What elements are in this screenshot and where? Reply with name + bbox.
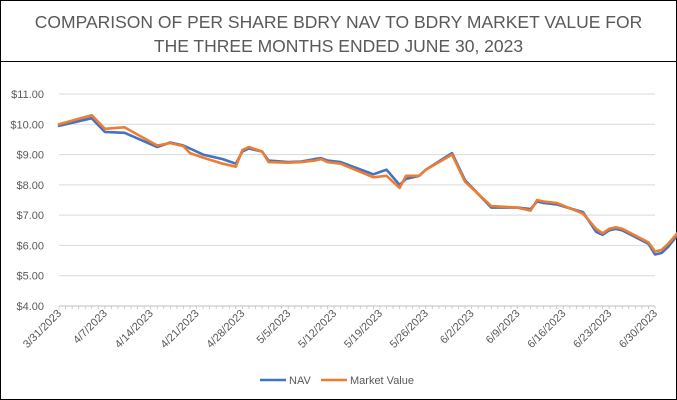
y-tick-label: $11.00 <box>11 89 44 101</box>
x-tick-label: 4/7/2023 <box>71 308 110 347</box>
y-tick-label: $4.00 <box>16 301 44 313</box>
x-tick-label: 6/16/2023 <box>525 308 568 351</box>
x-tick-label: 4/28/2023 <box>204 308 247 351</box>
y-tick-label: $10.00 <box>10 119 44 131</box>
series-line-market-value <box>57 113 677 253</box>
y-axis: $4.00 $5.00 $6.00 $7.00 $8.00 $9.00 $10.00 $11.… <box>10 89 44 313</box>
x-tick-label: 5/12/2023 <box>296 308 339 351</box>
y-tick-label: $8.00 <box>16 180 44 192</box>
x-axis: 3/31/2023 4/7/2023 4/14/2023 4/21/2023 4/28/… <box>21 305 660 351</box>
x-tick-label: 5/19/2023 <box>342 308 385 351</box>
x-tick-label: 5/26/2023 <box>388 308 431 351</box>
y-tick-label: $7.00 <box>16 210 44 222</box>
chart-title-line-1: COMPARISON OF PER SHARE BDRY NAV TO BDRY… <box>34 12 643 32</box>
y-tick-label: $6.00 <box>16 240 44 252</box>
chart-title-line-2: THE THREE MONTHS ENDED JUNE 30, 2023 <box>153 36 524 56</box>
series-line-nav <box>57 116 677 256</box>
y-tick-label: $5.00 <box>16 271 44 283</box>
y-tick-label: $9.00 <box>16 150 44 162</box>
legend: NAV Market Value <box>260 375 414 387</box>
x-tick-label: 6/23/2023 <box>571 308 614 351</box>
x-tick-label: 6/30/2023 <box>617 308 660 351</box>
x-tick-label: 4/21/2023 <box>159 308 202 351</box>
x-tick-label: 6/9/2023 <box>484 308 523 347</box>
legend-label: NAV <box>289 375 311 387</box>
x-tick-label: 5/5/2023 <box>255 308 294 347</box>
series-lines <box>57 113 677 256</box>
gridlines <box>59 93 655 307</box>
x-tick-label: 6/2/2023 <box>438 308 477 347</box>
chart-title: COMPARISON OF PER SHARE BDRY NAV TO BDRY… <box>1 1 676 62</box>
x-tick-label: 3/31/2023 <box>21 308 64 351</box>
x-tick-label: 4/14/2023 <box>113 308 156 351</box>
legend-label: Market Value <box>350 375 414 387</box>
